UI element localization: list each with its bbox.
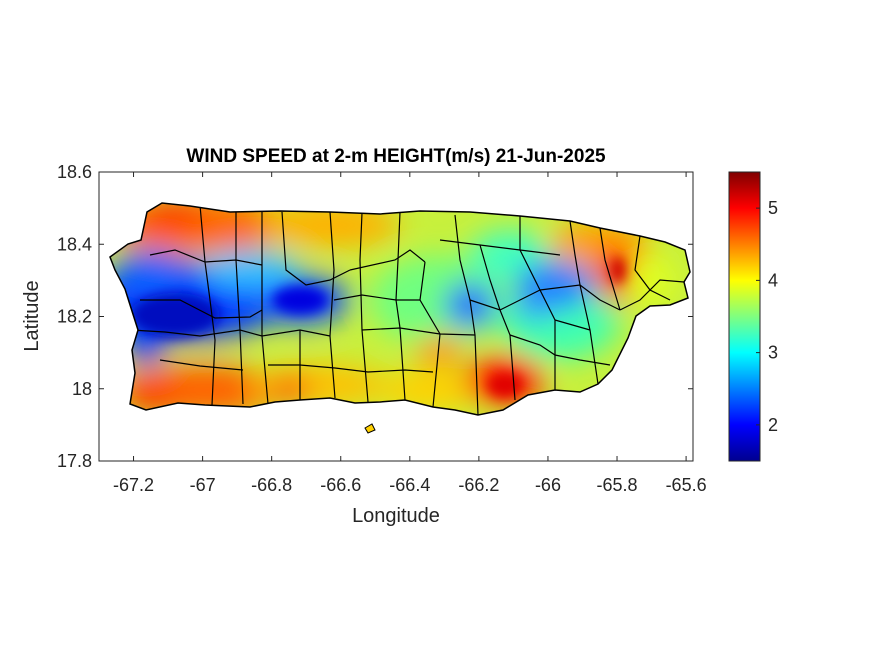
colorbar-tick-label: 3 bbox=[768, 343, 778, 363]
x-tick-label: -67.2 bbox=[113, 475, 154, 495]
colorbar: 2 3 4 5 bbox=[728, 171, 778, 462]
colorbar-tick-label: 5 bbox=[768, 198, 778, 218]
island-outline bbox=[109, 202, 691, 416]
y-tick-label: 18 bbox=[72, 379, 92, 399]
y-tick-label: 17.8 bbox=[57, 451, 92, 471]
x-tick-label: -65.6 bbox=[666, 475, 707, 495]
x-tick-label: -65.8 bbox=[597, 475, 638, 495]
y-tick-label: 18.6 bbox=[57, 162, 92, 182]
x-tick-label: -66 bbox=[535, 475, 561, 495]
x-tick-label: -66.2 bbox=[458, 475, 499, 495]
colorbar-tick-label: 4 bbox=[768, 270, 778, 290]
x-tick-label: -66.4 bbox=[389, 475, 430, 495]
x-axis-label: Longitude bbox=[352, 505, 440, 527]
x-tick-label: -67 bbox=[190, 475, 216, 495]
municipal-boundaries bbox=[130, 204, 685, 415]
x-axis: -67.2 -67 -66.8 -66.6 -66.4 -66.2 -66 -65.8 -65.… bbox=[113, 172, 707, 495]
y-axis: 17.8 18 18.2 18.4 18.6 bbox=[57, 162, 693, 471]
small-cay bbox=[364, 423, 376, 434]
x-tick-label: -66.8 bbox=[251, 475, 292, 495]
y-tick-label: 18.4 bbox=[57, 234, 92, 254]
y-axis-label: Latitude bbox=[21, 280, 43, 351]
colorbar-ticks: 2 3 4 5 bbox=[756, 198, 778, 435]
colorbar-gradient bbox=[728, 171, 761, 462]
y-tick-label: 18.2 bbox=[57, 307, 92, 327]
x-tick-label: -66.6 bbox=[320, 475, 361, 495]
chart-title: WIND SPEED at 2-m HEIGHT(m/s) 21-Jun-202… bbox=[186, 146, 606, 167]
colorbar-tick-label: 2 bbox=[768, 415, 778, 435]
